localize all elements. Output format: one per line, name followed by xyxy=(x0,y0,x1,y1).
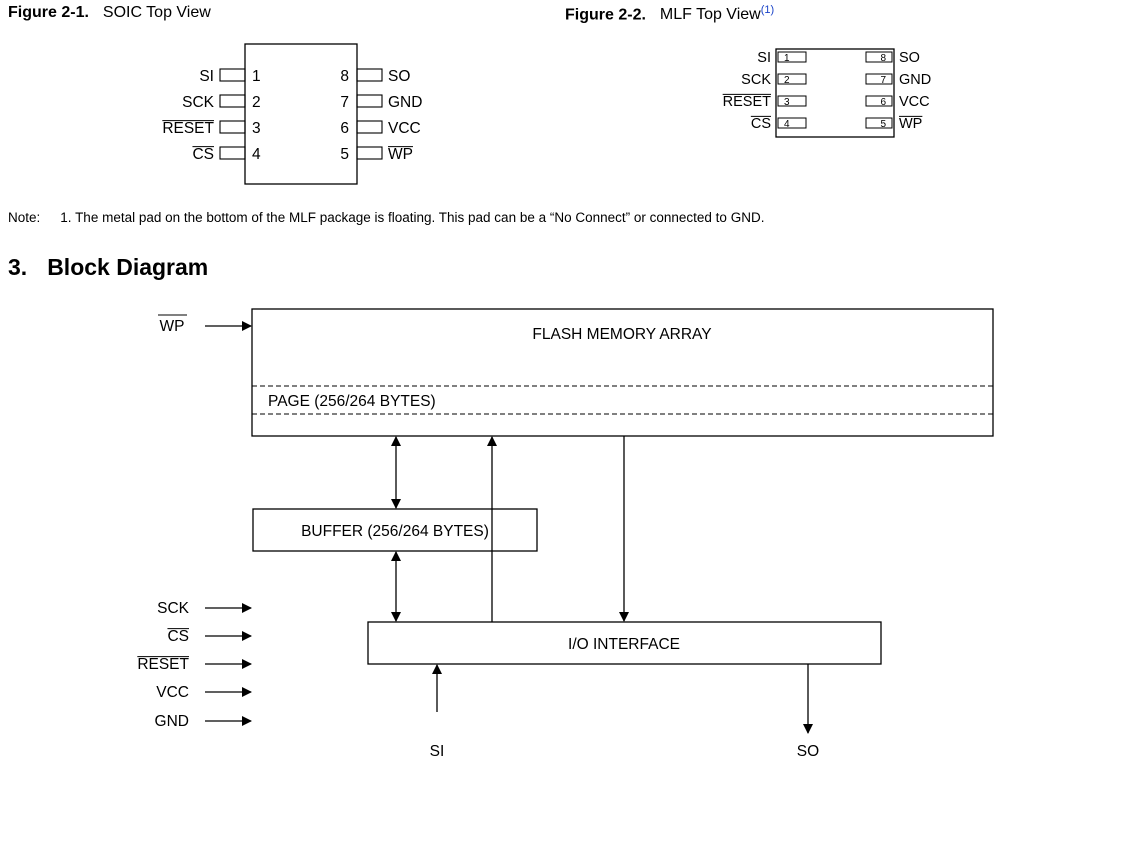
figure-2-1-caption: Figure 2-1. SOIC Top View xyxy=(8,4,211,22)
soic-pin-name: RESET xyxy=(162,120,214,137)
soic-pin-number: 4 xyxy=(252,146,261,163)
mlf-pin-pad xyxy=(865,95,893,107)
figure-2-2-title: MLF Top View xyxy=(659,6,761,24)
si-input-label: SI xyxy=(430,743,445,760)
figure-2-2-caption: Figure 2-2. MLF Top View(1) xyxy=(565,4,774,24)
mlf-pin-name: GND xyxy=(899,72,931,88)
input-label: VCC xyxy=(156,684,189,701)
note-number: 1. xyxy=(60,210,72,225)
input-label: SCK xyxy=(157,600,190,617)
mlf-body xyxy=(775,48,895,138)
mlf-pin-number: 8 xyxy=(880,53,886,64)
soic-pin-name: SCK xyxy=(182,94,215,111)
mlf-pin-pad xyxy=(777,51,807,63)
mlf-pin-number: 6 xyxy=(880,97,886,108)
wp-input: WP xyxy=(158,314,252,335)
soic-pin-number: 3 xyxy=(252,120,261,137)
mlf-pin-name: SO xyxy=(899,50,920,66)
soic-pin-lead xyxy=(356,68,383,82)
soic-pin-number: 8 xyxy=(340,68,349,85)
buffer-label: BUFFER (256/264 BYTES) xyxy=(301,523,489,540)
mlf-pin-name: RESET xyxy=(723,94,771,110)
footnote-ref-link[interactable]: (1) xyxy=(760,4,775,16)
note: Note: 1. The metal pad on the bottom of t… xyxy=(8,210,764,225)
mlf-pin-pad xyxy=(865,73,893,85)
input-label: GND xyxy=(155,713,189,730)
soic-pin-lead xyxy=(219,146,246,160)
soic-pin-name: SI xyxy=(199,68,214,85)
io-interface-box xyxy=(367,621,882,665)
mlf-pin-name: SCK xyxy=(741,72,771,88)
figure-2-2-label: Figure 2-2. xyxy=(565,6,646,24)
so-output-label: SO xyxy=(797,743,819,760)
soic-pins: SI 1 SCK 2 RESET 3 CS 4 SO 8 GND 7 VCC 6 WP 5 xyxy=(162,68,422,163)
note-label: Note: xyxy=(8,210,41,225)
soic-pin-number: 1 xyxy=(252,68,261,85)
soic-pin-lead xyxy=(219,68,246,82)
mlf-pin-pad xyxy=(777,95,807,107)
soic-pin-lead xyxy=(356,120,383,134)
mlf-pin-pad xyxy=(777,73,807,85)
mlf-package: 1 SI 2 SCK 3 RESET 4 CS 8 SO 7 GND 6 VCC 5 WP xyxy=(722,48,931,138)
mlf-pin-pad xyxy=(865,51,893,63)
soic-pin-lead xyxy=(356,94,383,108)
mlf-pin-number: 2 xyxy=(784,75,790,86)
section-number: 3. xyxy=(8,254,28,280)
flash-memory-array-box xyxy=(251,308,994,437)
mlf-pin-number: 7 xyxy=(880,75,886,86)
mlf-pin-name: SI xyxy=(757,50,771,66)
io-interface-label: I/O INTERFACE xyxy=(568,636,680,653)
mlf-pin-pad xyxy=(777,117,807,129)
input-label: CS xyxy=(167,628,189,645)
note-text: The metal pad on the bottom of the MLF p… xyxy=(75,210,765,225)
soic-pin-lead xyxy=(219,94,246,108)
soic-pin-name: SO xyxy=(388,68,410,85)
soic-pin-number: 5 xyxy=(340,146,349,163)
soic-pin-name: WP xyxy=(388,146,413,163)
soic-package: SI 1 SCK 2 RESET 3 CS 4 SO 8 GND 7 VCC 6 WP 5 xyxy=(162,43,422,185)
flash-memory-array-label: FLASH MEMORY ARRAY xyxy=(532,326,711,343)
page-label: PAGE (256/264 BYTES) xyxy=(268,393,436,410)
soic-body xyxy=(244,43,358,185)
soic-pin-name: CS xyxy=(192,146,214,163)
mlf-pin-name: WP xyxy=(899,116,922,132)
soic-pin-lead xyxy=(219,120,246,134)
soic-pin-lead xyxy=(356,146,383,160)
mlf-pin-number: 1 xyxy=(784,53,790,64)
mlf-pin-pad xyxy=(865,117,893,129)
figure-2-1-title: SOIC Top View xyxy=(102,4,211,21)
mlf-pin-number: 4 xyxy=(784,119,790,130)
soic-pin-number: 7 xyxy=(340,94,349,111)
input-label: RESET xyxy=(137,656,189,673)
section-heading: 3. Block Diagram xyxy=(8,254,208,281)
mlf-pin-number: 5 xyxy=(880,119,886,130)
block-diagram: FLASH MEMORY ARRAY PAGE (256/264 BYTES) … xyxy=(137,308,994,760)
wp-input-label: WP xyxy=(160,318,185,335)
mlf-pin-number: 3 xyxy=(784,97,790,108)
soic-pin-number: 2 xyxy=(252,94,261,111)
soic-pin-name: GND xyxy=(388,94,422,111)
soic-pin-name: VCC xyxy=(388,120,421,137)
left-inputs: SCK CS RESET VCC GND xyxy=(137,600,252,730)
section-title: Block Diagram xyxy=(47,254,209,280)
mlf-pins: 1 SI 2 SCK 3 RESET 4 CS 8 SO 7 GND 6 VCC 5 WP xyxy=(722,50,931,132)
mlf-pin-name: CS xyxy=(751,116,771,132)
mlf-pin-name: VCC xyxy=(899,94,930,110)
figure-2-1-label: Figure 2-1. xyxy=(8,4,89,21)
soic-pin-number: 6 xyxy=(340,120,349,137)
